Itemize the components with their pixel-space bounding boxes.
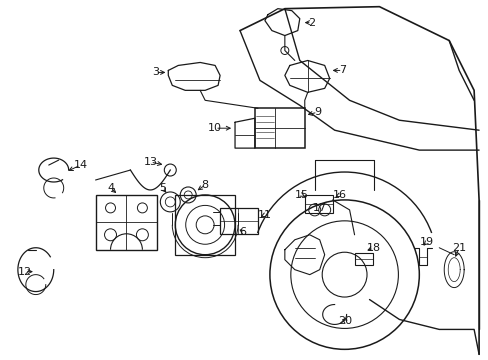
Text: 6: 6 [239, 227, 246, 237]
Text: 12: 12 [18, 267, 32, 276]
Text: 10: 10 [208, 123, 222, 133]
Bar [354, 253, 372, 265]
Text: 7: 7 [338, 66, 346, 76]
Text: 17: 17 [312, 203, 326, 213]
Text: 14: 14 [73, 160, 87, 170]
Text: 11: 11 [257, 210, 271, 220]
Bar [175, 195, 235, 255]
Text: 16: 16 [332, 190, 346, 200]
Bar [254, 108, 304, 148]
Text: 19: 19 [419, 237, 433, 247]
Text: 3: 3 [152, 67, 159, 77]
Text: 15: 15 [294, 190, 308, 200]
Text: 8: 8 [201, 180, 208, 190]
Text: 9: 9 [313, 107, 321, 117]
Bar [95, 195, 157, 250]
Text: 21: 21 [451, 243, 465, 253]
Text: 13: 13 [143, 157, 157, 167]
Bar [304, 195, 332, 213]
Text: 18: 18 [366, 243, 380, 253]
Text: 20: 20 [338, 316, 352, 327]
Text: 5: 5 [159, 183, 165, 193]
Text: 4: 4 [107, 183, 114, 193]
Bar [220, 208, 258, 234]
Text: 2: 2 [307, 18, 315, 28]
